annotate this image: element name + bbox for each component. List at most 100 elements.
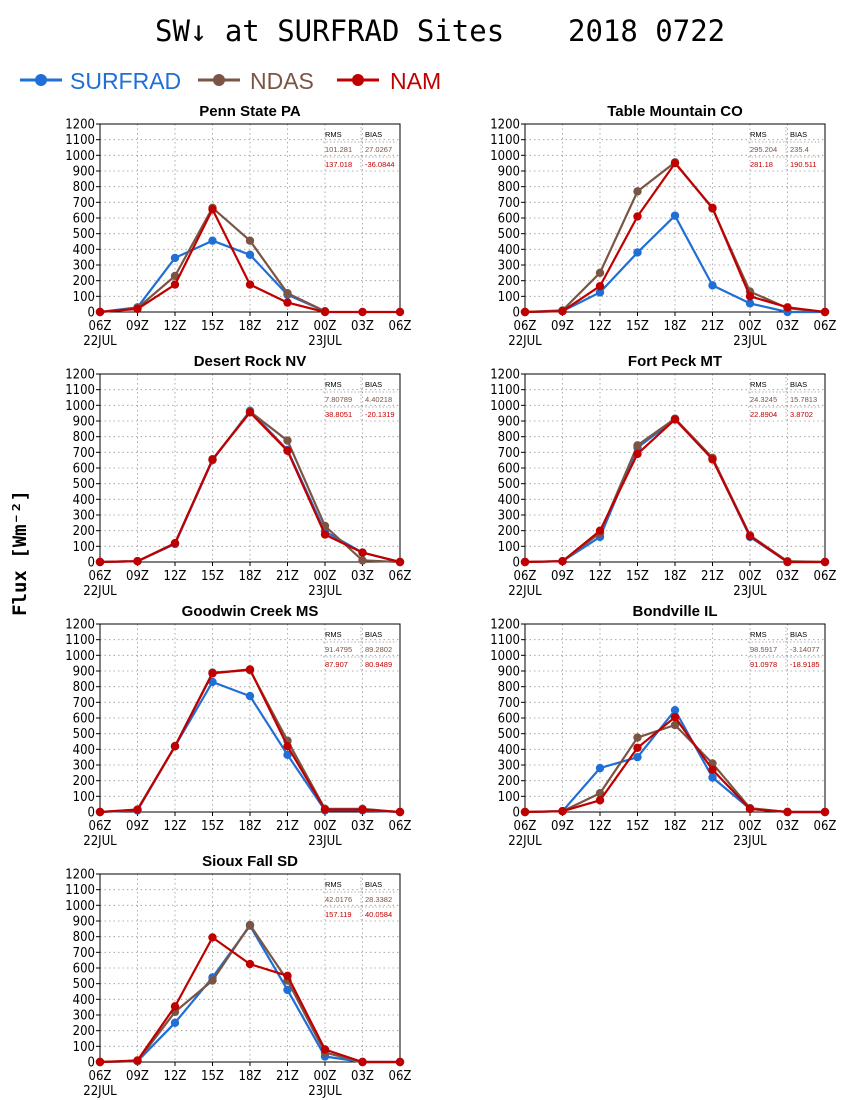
data-point-surfrad	[745, 299, 755, 308]
panel-title: Table Mountain CO	[607, 103, 743, 120]
y-tick-label: 200	[498, 524, 520, 539]
panel-desert-rock-nv: Desert Rock NV 01002003004005006007008009…	[65, 353, 411, 599]
x-tick-label: 03Z	[776, 319, 799, 334]
data-point-nam	[283, 446, 292, 455]
x-date-label: 22JUL	[83, 834, 117, 849]
data-point-nam	[395, 557, 405, 567]
y-tick-label: 200	[498, 774, 520, 789]
y-tick-label: 900	[498, 165, 520, 180]
y-tick-label: 200	[73, 524, 95, 539]
data-point-nam	[170, 1002, 180, 1011]
data-point-nam	[245, 959, 255, 969]
stats-rms-ndas: 295.204	[750, 145, 777, 154]
data-point-nam	[820, 557, 830, 567]
data-point-nam	[320, 307, 330, 317]
y-tick-label: 400	[73, 993, 95, 1008]
panel-fort-peck-mt: Fort Peck MT 0100200300400500600700800900…	[490, 353, 836, 599]
x-tick-label: 12Z	[164, 319, 187, 334]
data-point-surfrad	[245, 250, 255, 260]
data-point-surfrad	[708, 773, 717, 782]
x-tick-label: 06Z	[389, 819, 412, 834]
y-axis-label: Flux [Wm⁻²]	[9, 490, 31, 616]
x-tick-label: 03Z	[351, 1069, 374, 1084]
y-tick-label: 1000	[65, 149, 95, 164]
y-tick-label: 1000	[65, 899, 95, 914]
data-point-nam	[708, 765, 717, 774]
y-tick-label: 600	[73, 712, 95, 727]
x-tick-label: 06Z	[514, 819, 537, 834]
data-point-surfrad	[283, 750, 292, 760]
data-point-nam	[283, 742, 292, 751]
y-tick-label: 1200	[490, 618, 520, 633]
y-tick-label: 700	[73, 446, 95, 461]
y-tick-label: 1100	[65, 883, 95, 898]
x-tick-label: 15Z	[201, 819, 224, 834]
y-tick-label: 300	[73, 1009, 95, 1024]
y-tick-label: 300	[498, 759, 520, 774]
stats-bias-nam: -18.9185	[790, 660, 820, 669]
data-point-nam	[358, 548, 367, 557]
data-point-nam	[520, 807, 530, 817]
legend-item-ndas: NDAS	[198, 68, 314, 94]
stats-bias-nam: -36.0844	[365, 160, 395, 169]
stats-header-bias: BIAS	[365, 630, 382, 639]
stats-header-bias: BIAS	[790, 630, 807, 639]
data-point-nam	[558, 807, 567, 816]
y-tick-label: 0	[88, 806, 95, 821]
x-date-label: 22JUL	[83, 584, 117, 599]
y-tick-label: 400	[73, 743, 95, 758]
y-tick-label: 600	[73, 462, 95, 477]
data-point-surfrad	[245, 691, 255, 701]
x-tick-label: 12Z	[589, 819, 612, 834]
data-point-nam	[783, 303, 792, 312]
y-tick-label: 1000	[65, 649, 95, 664]
panel-title: Desert Rock NV	[194, 353, 307, 370]
y-tick-label: 500	[498, 227, 520, 242]
y-tick-label: 800	[73, 180, 95, 195]
y-tick-label: 500	[73, 227, 95, 242]
data-point-nam	[520, 557, 530, 567]
legend-label-nam: NAM	[390, 68, 441, 94]
data-point-nam	[670, 158, 680, 168]
series-nam	[520, 713, 830, 817]
y-tick-label: 100	[498, 290, 520, 305]
stats-bias-ndas: 28.3382	[365, 895, 392, 904]
x-tick-label: 06Z	[389, 319, 412, 334]
x-date-label: 22JUL	[508, 834, 542, 849]
panel-table-mountain-co: Table Mountain CO 01002003004005006007008…	[490, 103, 836, 349]
panel-title: Sioux Fall SD	[202, 853, 298, 870]
legend-marker-ndas	[213, 74, 225, 86]
data-point-ndas	[208, 976, 217, 985]
y-tick-label: 200	[73, 774, 95, 789]
y-tick-label: 400	[498, 743, 520, 758]
x-tick-label: 21Z	[701, 819, 724, 834]
data-point-nam	[283, 298, 292, 307]
data-point-nam	[133, 1056, 142, 1065]
data-point-ndas	[633, 187, 642, 196]
y-tick-label: 500	[73, 727, 95, 742]
x-date-label: 22JUL	[508, 584, 542, 599]
x-tick-label: 21Z	[276, 1069, 299, 1084]
stats-header-bias: BIAS	[790, 380, 807, 389]
stats-bias-ndas: 27.0267	[365, 145, 392, 154]
stats-rms-nam: 91.0978	[750, 660, 777, 669]
y-tick-label: 1100	[65, 133, 95, 148]
data-point-nam	[595, 281, 605, 291]
y-tick-label: 1200	[65, 868, 95, 883]
x-tick-label: 00Z	[314, 319, 337, 334]
figure-date: 2018 0722	[568, 14, 725, 48]
x-tick-label: 21Z	[276, 819, 299, 834]
data-point-nam	[820, 807, 830, 817]
y-tick-label: 700	[498, 446, 520, 461]
y-tick-label: 100	[73, 290, 95, 305]
x-tick-label: 18Z	[239, 819, 262, 834]
x-tick-label: 06Z	[89, 1069, 112, 1084]
x-tick-label: 18Z	[239, 569, 262, 584]
y-tick-label: 800	[73, 930, 95, 945]
data-point-nam	[558, 307, 567, 316]
y-tick-label: 1200	[65, 368, 95, 383]
x-tick-label: 00Z	[739, 819, 762, 834]
series-nam	[95, 408, 405, 567]
x-tick-label: 18Z	[239, 1069, 262, 1084]
x-tick-label: 09Z	[126, 319, 149, 334]
